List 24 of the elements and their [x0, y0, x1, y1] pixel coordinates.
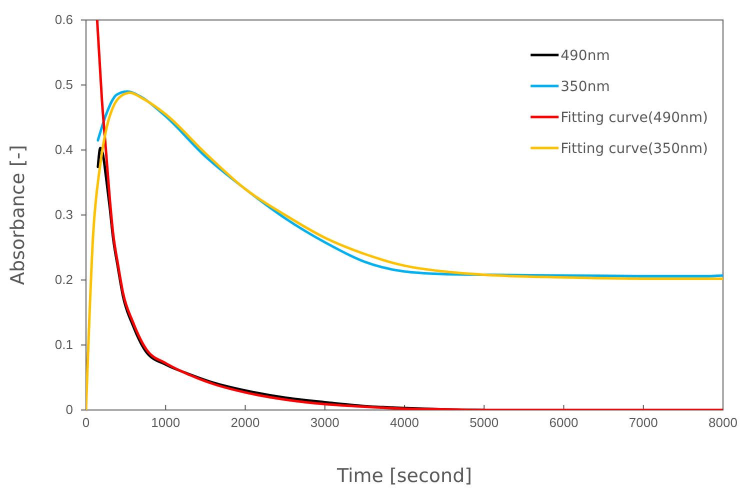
x-tick-label: 6000 [549, 415, 578, 430]
y-axis-title: Absorbance [-] [7, 145, 29, 285]
y-tick-label: 0.1 [54, 337, 73, 352]
x-tick-label: 1000 [151, 415, 180, 430]
line-series [96, 20, 723, 410]
y-tick-label: 0.4 [54, 142, 73, 158]
y-tick-label: 0 [66, 402, 73, 418]
x-tick-label: 5000 [470, 415, 499, 430]
legend-label: Fitting curve(350nm) [560, 140, 708, 157]
y-tick-label: 0.3 [54, 207, 73, 222]
y-tick-label: 0.6 [54, 12, 73, 28]
x-tick-label: 8000 [708, 415, 738, 430]
legend-label: Fitting curve(490nm) [560, 110, 708, 126]
x-tick-label: 4000 [390, 415, 419, 430]
legend-label: 490nm [560, 48, 610, 64]
x-tick-label: 2000 [230, 415, 260, 430]
line-series [86, 92, 723, 410]
x-tick-label: 3000 [310, 415, 340, 430]
legend-label: 350nm [560, 78, 610, 95]
y-tick-label: 0.5 [54, 77, 73, 92]
x-axis-title: Time [second] [336, 465, 472, 487]
y-tick-label: 0.2 [54, 272, 73, 288]
x-tick-label: 0 [82, 415, 90, 430]
x-tick-label: 7000 [628, 415, 658, 430]
